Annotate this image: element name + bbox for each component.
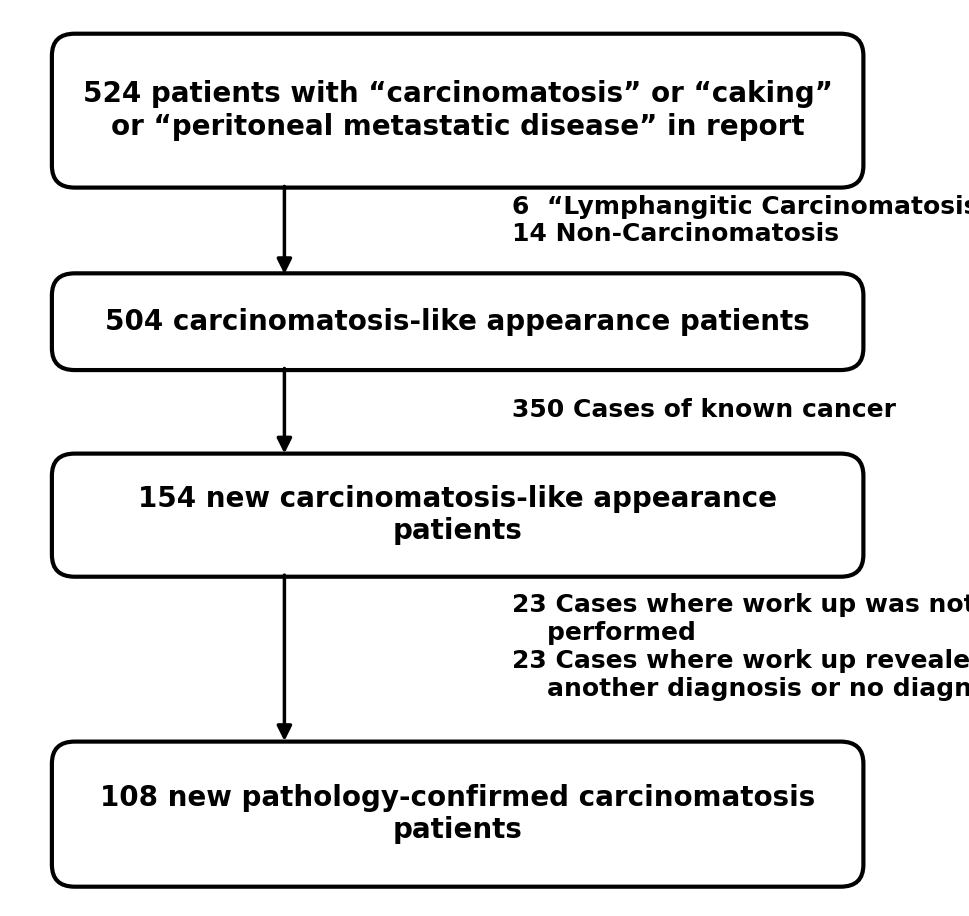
Text: 350 Cases of known cancer: 350 Cases of known cancer <box>512 398 895 421</box>
Text: 23 Cases where work up was not
    performed
23 Cases where work up revealed
   : 23 Cases where work up was not performed… <box>512 594 969 701</box>
FancyBboxPatch shape <box>51 34 862 188</box>
Text: 524 patients with “carcinomatosis” or “caking”
or “peritoneal metastatic disease: 524 patients with “carcinomatosis” or “c… <box>82 81 831 141</box>
Text: 504 carcinomatosis-like appearance patients: 504 carcinomatosis-like appearance patie… <box>106 308 809 335</box>
Text: 154 new carcinomatosis-like appearance
patients: 154 new carcinomatosis-like appearance p… <box>138 485 776 545</box>
Text: 108 new pathology-confirmed carcinomatosis
patients: 108 new pathology-confirmed carcinomatos… <box>100 784 814 845</box>
FancyBboxPatch shape <box>51 742 862 887</box>
Text: 6  “Lymphangitic Carcinomatosis”
14 Non-Carcinomatosis: 6 “Lymphangitic Carcinomatosis” 14 Non-C… <box>512 195 969 246</box>
FancyBboxPatch shape <box>51 273 862 370</box>
FancyBboxPatch shape <box>51 453 862 577</box>
